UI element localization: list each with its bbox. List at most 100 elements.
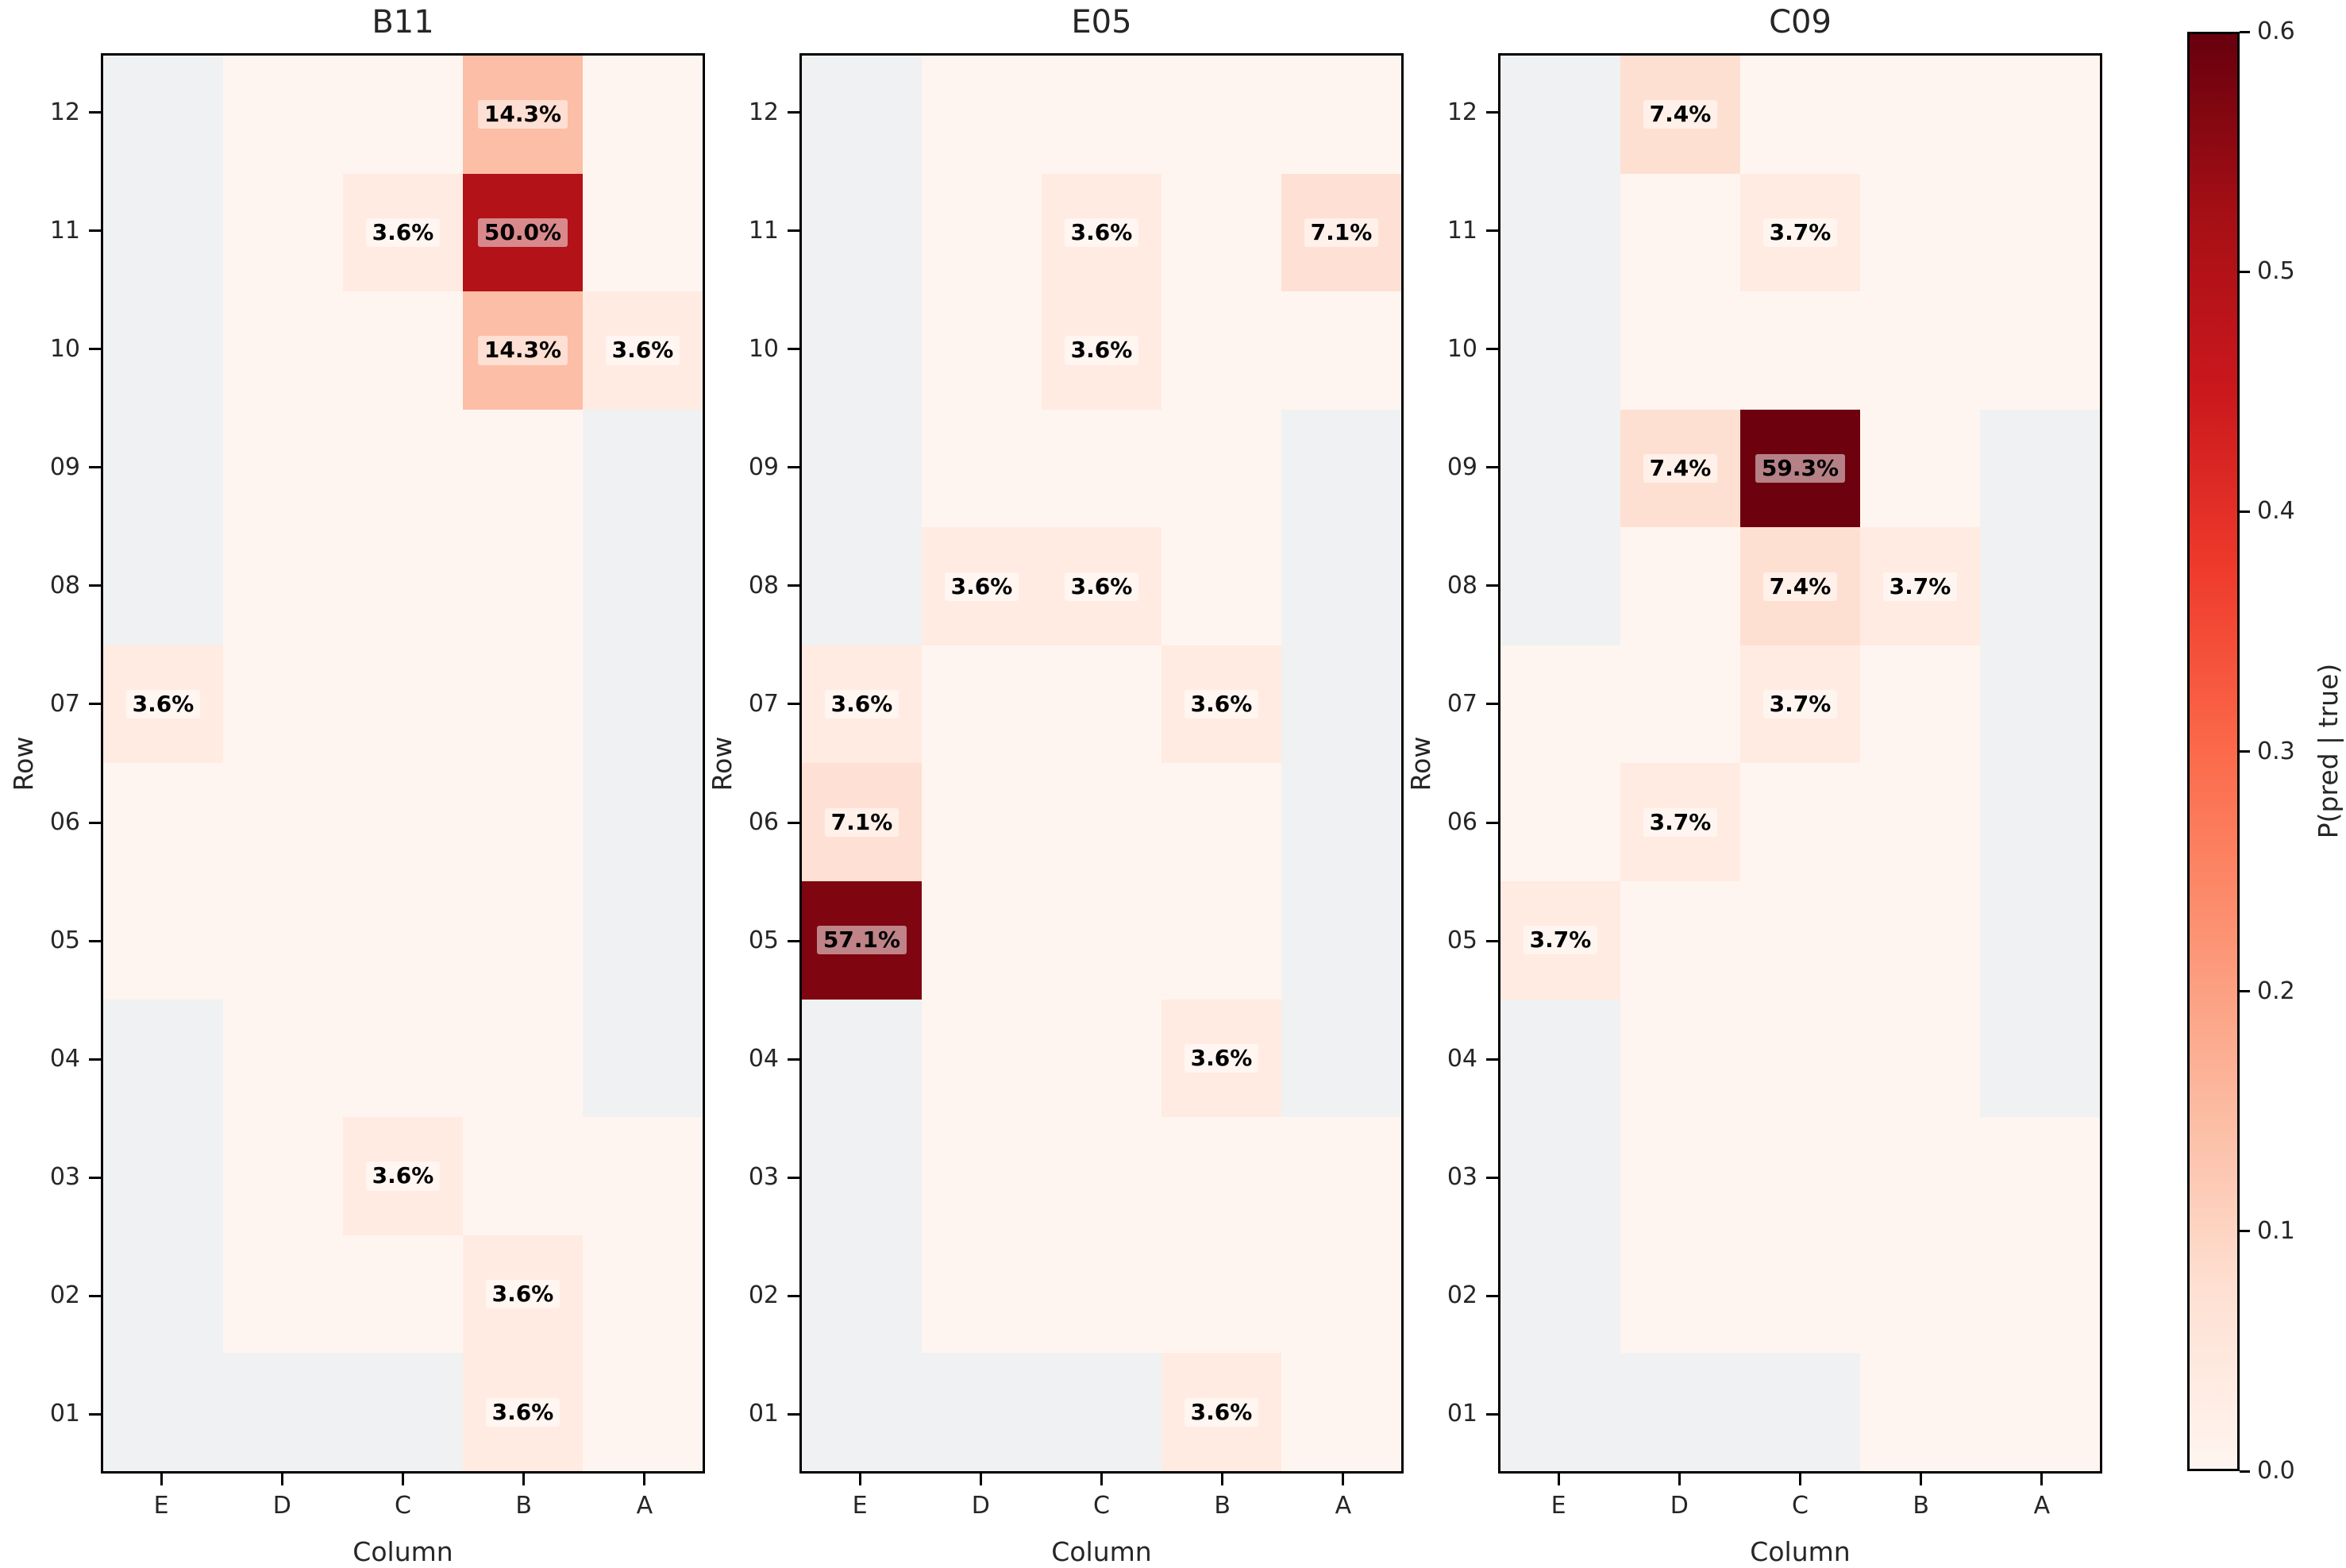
heatmap-cell <box>1980 645 2100 764</box>
y-tick-label: 03 <box>1447 1163 1477 1192</box>
cell-value-annotation: 3.6% <box>1184 690 1259 719</box>
y-tick-mark <box>89 1412 101 1416</box>
cell-value-annotation: 3.7% <box>1762 690 1838 719</box>
heatmap-cell <box>343 999 463 1118</box>
heatmap-cell <box>583 56 703 174</box>
cell-value-annotation: 3.6% <box>485 1280 560 1309</box>
heatmap-cell <box>1500 173 1620 292</box>
heatmap-cell: 3.6% <box>463 1353 583 1471</box>
heatmap-cell <box>922 645 1042 764</box>
y-tick-label: 01 <box>748 1400 779 1428</box>
y-tick-mark <box>788 348 799 351</box>
y-tick-mark <box>1486 821 1498 824</box>
heatmap-cell <box>1740 999 1860 1118</box>
y-tick-mark <box>788 939 799 942</box>
colorbar-tick-mark <box>2240 30 2250 33</box>
y-tick-mark <box>89 939 101 942</box>
y-tick-label: 09 <box>748 453 779 481</box>
heatmap-cell <box>223 291 343 410</box>
y-tick-mark <box>1486 466 1498 469</box>
y-tick-mark <box>1486 1412 1498 1416</box>
heatmap-cell <box>1860 1353 1980 1471</box>
heatmap-cell <box>343 645 463 764</box>
heatmap-cell <box>1860 56 1980 174</box>
heatmap-cell <box>223 1353 343 1471</box>
heatmap-cell <box>463 763 583 882</box>
y-tick-label: 07 <box>748 689 779 718</box>
heatmap-cell: 3.6% <box>343 1117 463 1235</box>
y-tick-mark <box>788 1176 799 1179</box>
heatmap-cell <box>1740 56 1860 174</box>
x-tick-mark <box>1342 1474 1345 1485</box>
colorbar-tick-label: 0.5 <box>2257 257 2295 286</box>
y-tick-label: 05 <box>49 927 80 955</box>
heatmap-cell <box>223 1235 343 1354</box>
heatmap-cell <box>1500 527 1620 645</box>
heatmap-cell <box>103 1235 223 1354</box>
heatmap-cell <box>343 881 463 1000</box>
heatmap-cell <box>223 56 343 174</box>
x-tick-label: A <box>2033 1492 2051 1520</box>
heatmap-cell <box>1281 291 1401 410</box>
y-tick-mark <box>788 584 799 588</box>
heatmap-cell <box>343 527 463 645</box>
heatmap-cell: 3.7% <box>1620 763 1740 882</box>
heatmap-cell <box>343 56 463 174</box>
heatmap-cell <box>1161 173 1281 292</box>
heatmap-cell <box>223 1117 343 1235</box>
colorbar <box>2187 32 2240 1471</box>
heatmap-cell <box>223 645 343 764</box>
x-tick-mark <box>1221 1474 1224 1485</box>
heatmap-cell: 3.6% <box>922 527 1042 645</box>
x-tick-label: C <box>1093 1492 1110 1520</box>
x-tick-mark <box>1920 1474 1923 1485</box>
y-tick-mark <box>788 111 799 114</box>
heatmap-cell <box>103 763 223 882</box>
heatmap-cell <box>1161 291 1281 410</box>
heatmap-cell <box>922 291 1042 410</box>
x-tick-mark <box>1678 1474 1681 1485</box>
heatmap-cell <box>802 527 922 645</box>
x-tick-mark <box>2040 1474 2044 1485</box>
heatmap-cell <box>1500 999 1620 1118</box>
heatmap-cell <box>223 999 343 1118</box>
cell-value-annotation: 50.0% <box>477 218 568 247</box>
heatmap-cell <box>1161 527 1281 645</box>
cell-value-annotation: 7.1% <box>824 807 899 837</box>
heatmap-cell <box>1500 763 1620 882</box>
heatmap-cell <box>1860 1235 1980 1354</box>
y-tick-label: 10 <box>1447 334 1477 363</box>
y-tick-label: 04 <box>1447 1045 1477 1073</box>
colorbar-label: P(pred | true) <box>2312 663 2344 839</box>
heatmap-cell <box>463 527 583 645</box>
x-axis-label: Column <box>1750 1536 1851 1567</box>
x-tick-label: D <box>971 1492 990 1520</box>
y-tick-mark <box>89 821 101 824</box>
heatmap-cell <box>583 1353 703 1471</box>
heatmap-cell <box>802 409 922 528</box>
cell-value-annotation: 3.7% <box>1762 218 1838 247</box>
cell-value-annotation: 3.6% <box>1064 336 1139 365</box>
heatmap-cell <box>1860 881 1980 1000</box>
heatmap-cell <box>1500 1235 1620 1354</box>
heatmap-cell <box>343 1353 463 1471</box>
heatmap-cell <box>583 881 703 1000</box>
heatmap-cell <box>463 881 583 1000</box>
heatmap-cell <box>223 881 343 1000</box>
heatmap-cell <box>1980 1353 2100 1471</box>
heatmap-cell: 3.6% <box>583 291 703 410</box>
heatmap-cell <box>1281 763 1401 882</box>
colorbar-tick-label: 0.6 <box>2257 17 2295 45</box>
cell-value-annotation: 3.6% <box>824 690 899 719</box>
x-tick-label: E <box>852 1492 868 1520</box>
y-tick-mark <box>1486 229 1498 233</box>
y-tick-label: 12 <box>49 98 80 126</box>
colorbar-tick-label: 0.4 <box>2257 497 2295 526</box>
colorbar-tick-label: 0.1 <box>2257 1216 2295 1245</box>
y-axis-label: Row <box>1404 736 1436 792</box>
heatmap-cell <box>1980 173 2100 292</box>
heatmap-cell: 3.6% <box>1161 1353 1281 1471</box>
y-tick-label: 11 <box>49 216 80 245</box>
heatmap-cell <box>1281 56 1401 174</box>
heatmap-cell <box>1980 1235 2100 1354</box>
